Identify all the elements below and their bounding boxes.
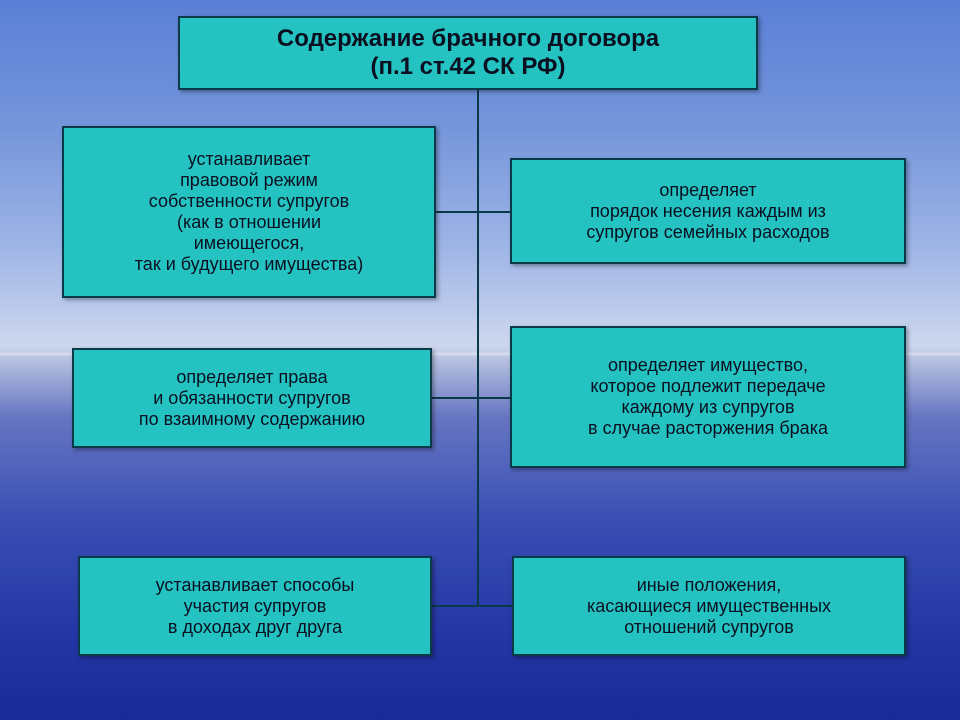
- node-right1: определяетпорядок несения каждым изсупру…: [510, 158, 906, 264]
- node-left1-line: так и будущего имущества): [135, 254, 363, 275]
- node-left2: определяет праваи обязанности супруговпо…: [72, 348, 432, 448]
- node-left2-line: по взаимному содержанию: [139, 409, 365, 430]
- node-left1-line: (как в отношении: [177, 212, 321, 233]
- node-right3-line: касающиеся имущественных: [587, 596, 831, 617]
- node-left1-line: имеющегося,: [194, 233, 305, 254]
- node-left1-line: правовой режим: [180, 170, 318, 191]
- node-right3: иные положения,касающиеся имущественныхо…: [512, 556, 906, 656]
- node-right1-line: порядок несения каждым из: [590, 201, 826, 222]
- node-left2-line: и обязанности супругов: [153, 388, 350, 409]
- diagram-canvas: Содержание брачного договора (п.1 ст.42 …: [0, 0, 960, 720]
- node-right3-line: отношений супругов: [624, 617, 794, 638]
- title-line1: Содержание брачного договора: [277, 25, 659, 53]
- node-right2-line: в случае расторжения брака: [588, 418, 828, 439]
- node-left3: устанавливает способыучастия супруговв д…: [78, 556, 432, 656]
- node-right1-line: определяет: [659, 180, 756, 201]
- title-box: Содержание брачного договора (п.1 ст.42 …: [178, 16, 758, 90]
- node-left1-line: устанавливает: [188, 149, 311, 170]
- node-left2-line: определяет права: [176, 367, 327, 388]
- node-left1: устанавливаетправовой режимсобственности…: [62, 126, 436, 298]
- title-line2: (п.1 ст.42 СК РФ): [370, 53, 565, 81]
- node-right2: определяет имущество,которое подлежит пе…: [510, 326, 906, 468]
- node-left3-line: устанавливает способы: [156, 575, 355, 596]
- node-right2-line: каждому из супругов: [621, 397, 794, 418]
- node-right1-line: супругов семейных расходов: [586, 222, 829, 243]
- node-left1-line: собственности супругов: [149, 191, 349, 212]
- node-left3-line: участия супругов: [184, 596, 327, 617]
- node-right2-line: которое подлежит передаче: [590, 376, 825, 397]
- node-left3-line: в доходах друг друга: [168, 617, 342, 638]
- node-right2-line: определяет имущество,: [608, 355, 808, 376]
- node-right3-line: иные положения,: [637, 575, 782, 596]
